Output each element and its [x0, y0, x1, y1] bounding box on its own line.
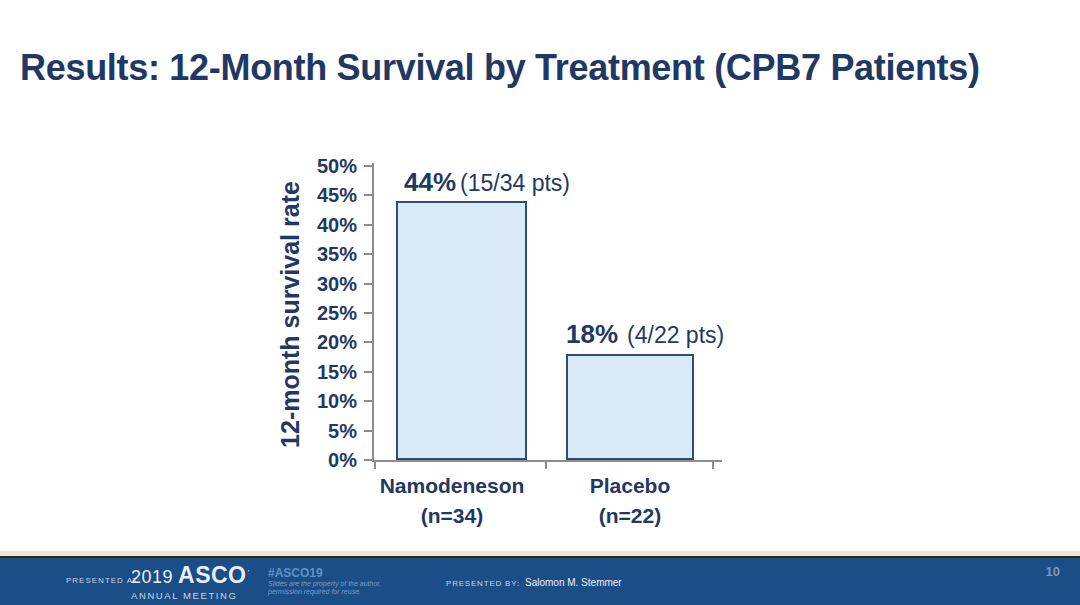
- category-n: (n=34): [372, 501, 532, 531]
- asco-logo-name: ASCO: [178, 562, 246, 589]
- bar-value: 18%: [566, 319, 618, 350]
- page-number: 10: [1046, 564, 1060, 579]
- x-axis-tick: [712, 462, 714, 469]
- slide: Results: 12-Month Survival by Treatment …: [0, 0, 1080, 605]
- y-tick-label: 5%: [328, 421, 357, 441]
- asco-logo-trademark: ’: [248, 568, 250, 577]
- asco-annual-meeting-logo: 2019 ASCO ’ ANNUAL MEETING: [131, 562, 249, 601]
- y-tick-label: 0%: [328, 450, 357, 470]
- bar-value-detail: (15/34 pts): [460, 170, 570, 197]
- y-axis-tick-labels: 0%5%10%15%20%25%30%35%40%45%50%: [270, 166, 357, 460]
- category-name: Placebo: [550, 471, 710, 501]
- slide-disclaimer: Slides are the property of the author, p…: [268, 580, 381, 596]
- presented-at-label: PRESENTED AT:: [66, 576, 141, 585]
- y-tick-label: 40%: [317, 215, 357, 235]
- y-tick-label: 25%: [317, 303, 357, 323]
- disclaimer-line: permission required for reuse.: [268, 588, 381, 596]
- bar-namodeneson: [396, 201, 527, 460]
- bar-placebo: [566, 354, 694, 460]
- slide-title: Results: 12-Month Survival by Treatment …: [20, 47, 980, 89]
- x-axis-line: [372, 460, 722, 462]
- y-tick-label: 20%: [317, 332, 357, 352]
- bar-value-detail: (4/22 pts): [627, 322, 724, 349]
- hashtag-label: #ASCO19: [268, 566, 323, 580]
- y-tick-label: 30%: [317, 274, 357, 294]
- y-tick-label: 45%: [317, 185, 357, 205]
- y-tick-label: 15%: [317, 362, 357, 382]
- x-axis-tick: [374, 462, 376, 469]
- asco-logo-subtitle: ANNUAL MEETING: [131, 590, 249, 601]
- bar-value-label: 44% (15/34 pts): [404, 167, 570, 198]
- presented-by: PRESENTED BY: Salomon M. Stemmer: [446, 577, 622, 588]
- presented-by-label: PRESENTED BY:: [446, 579, 520, 588]
- bar-value: 44%: [404, 167, 456, 198]
- bar-value-label: 18% (4/22 pts): [566, 319, 724, 350]
- x-category-label: Namodeneson (n=34): [372, 471, 532, 531]
- category-n: (n=22): [550, 501, 710, 531]
- y-tick-label: 10%: [317, 391, 357, 411]
- asco-logo-year: 2019: [131, 567, 173, 588]
- y-tick-label: 50%: [317, 156, 357, 176]
- category-name: Namodeneson: [372, 471, 532, 501]
- y-tick-label: 35%: [317, 244, 357, 264]
- x-category-label: Placebo (n=22): [550, 471, 710, 531]
- presenter-name: Salomon M. Stemmer: [525, 577, 622, 588]
- footer-bar: PRESENTED AT: 2019 ASCO ’ ANNUAL MEETING…: [0, 558, 1080, 605]
- asco-logo-main: 2019 ASCO ’: [131, 562, 249, 589]
- x-axis-tick: [545, 462, 547, 469]
- disclaimer-line: Slides are the property of the author,: [268, 580, 381, 588]
- plot-area: [374, 166, 724, 460]
